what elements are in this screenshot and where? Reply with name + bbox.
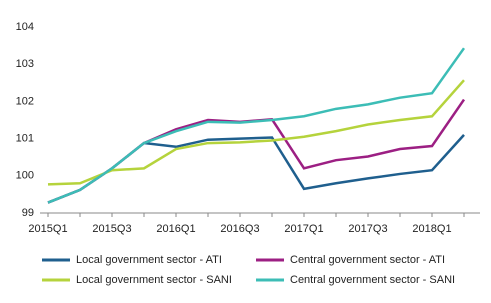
line-series [47,47,466,204]
line-series [47,98,466,204]
x-tick-label: 2017Q1 [284,223,323,235]
y-tick-label: 103 [16,58,34,70]
y-tick-label: 102 [16,95,34,107]
x-tick-label: 2015Q3 [92,223,131,235]
x-tick-label: 2016Q1 [156,223,195,235]
y-tick-label: 101 [16,133,34,145]
legend-label: Central government sector - SANI [290,274,455,286]
x-tick-label: 2016Q3 [220,223,259,235]
y-tick-label: 104 [16,21,34,33]
y-tick-label: 100 [16,170,34,182]
legend-label: Local government sector - ATI [76,254,222,266]
legend-label: Local government sector - SANI [76,274,232,286]
line-series [47,79,465,186]
y-tick-label: 99 [22,207,34,219]
legend-label: Central government sector - ATI [290,254,445,266]
x-tick-label: 2015Q1 [28,223,67,235]
x-tick-label: 2018Q1 [412,223,451,235]
x-tick-label: 2017Q3 [348,223,387,235]
